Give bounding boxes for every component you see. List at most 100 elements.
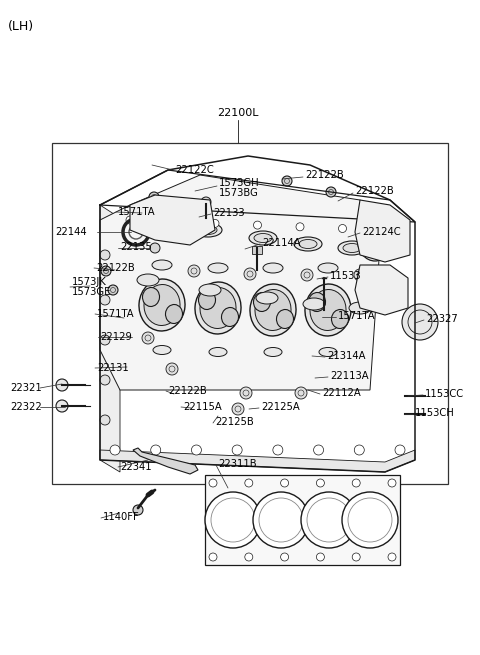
Bar [205, 475, 400, 565]
Text: 22133: 22133 [213, 208, 245, 218]
Ellipse shape [338, 241, 366, 255]
Ellipse shape [343, 244, 361, 252]
Text: 22100L: 22100L [217, 108, 259, 118]
Ellipse shape [199, 225, 217, 234]
Text: 22122B: 22122B [168, 386, 207, 396]
Ellipse shape [255, 290, 291, 331]
Circle shape [381, 226, 389, 234]
Circle shape [316, 479, 324, 487]
Ellipse shape [254, 233, 272, 242]
Text: 22115A: 22115A [183, 402, 222, 412]
Circle shape [110, 445, 120, 455]
Circle shape [151, 445, 161, 455]
Circle shape [402, 304, 438, 340]
Ellipse shape [264, 348, 282, 356]
Text: 1573BG: 1573BG [219, 188, 259, 198]
Ellipse shape [276, 310, 293, 329]
Text: 1573JK: 1573JK [72, 277, 107, 287]
Circle shape [168, 217, 177, 226]
Circle shape [295, 387, 307, 399]
Ellipse shape [318, 263, 338, 273]
Ellipse shape [309, 293, 325, 312]
Ellipse shape [152, 260, 172, 270]
Circle shape [192, 445, 202, 455]
Circle shape [240, 387, 252, 399]
Circle shape [313, 445, 324, 455]
Circle shape [101, 266, 111, 276]
Ellipse shape [263, 263, 283, 273]
Circle shape [56, 400, 68, 412]
Text: 1571TA: 1571TA [97, 309, 134, 319]
Circle shape [244, 268, 256, 280]
Text: 22135: 22135 [120, 242, 152, 252]
Ellipse shape [303, 298, 325, 310]
Ellipse shape [143, 288, 159, 307]
Circle shape [273, 445, 283, 455]
Text: 22322: 22322 [10, 402, 42, 412]
Circle shape [316, 553, 324, 561]
Circle shape [100, 375, 110, 385]
Text: 22327: 22327 [426, 314, 458, 324]
Text: 22144: 22144 [55, 227, 86, 237]
Bar [52, 143, 448, 484]
Circle shape [100, 415, 110, 425]
Polygon shape [355, 200, 410, 262]
Text: 1573GH: 1573GH [219, 178, 260, 188]
Circle shape [232, 445, 242, 455]
Circle shape [166, 363, 178, 375]
Ellipse shape [199, 284, 221, 296]
Circle shape [388, 479, 396, 487]
Ellipse shape [253, 293, 271, 312]
Text: 22341: 22341 [120, 462, 152, 472]
Circle shape [301, 492, 357, 548]
Circle shape [301, 269, 313, 281]
Ellipse shape [319, 348, 337, 356]
Circle shape [281, 553, 288, 561]
Circle shape [150, 243, 160, 253]
Polygon shape [100, 205, 120, 472]
Circle shape [100, 335, 110, 345]
Circle shape [100, 295, 110, 305]
Circle shape [187, 199, 197, 209]
Text: 22113A: 22113A [330, 371, 369, 381]
Text: 1153CC: 1153CC [425, 389, 464, 399]
Circle shape [126, 216, 134, 224]
Ellipse shape [166, 305, 182, 324]
Text: 22131: 22131 [97, 363, 129, 373]
Circle shape [56, 379, 68, 391]
Text: (LH): (LH) [8, 20, 34, 33]
Text: 1571TA: 1571TA [338, 311, 376, 321]
Ellipse shape [199, 291, 216, 310]
Circle shape [253, 492, 309, 548]
Polygon shape [100, 175, 380, 390]
Ellipse shape [349, 302, 371, 314]
Bar [252, 246, 262, 254]
Ellipse shape [221, 307, 239, 326]
Circle shape [245, 553, 253, 561]
Circle shape [201, 197, 211, 207]
Ellipse shape [194, 223, 222, 237]
Circle shape [253, 221, 262, 229]
Text: 1140FF: 1140FF [103, 512, 140, 522]
Polygon shape [133, 448, 198, 474]
Circle shape [352, 553, 360, 561]
Ellipse shape [153, 345, 171, 354]
Ellipse shape [358, 219, 393, 261]
Circle shape [245, 479, 253, 487]
Ellipse shape [305, 284, 351, 336]
Polygon shape [100, 450, 415, 472]
Ellipse shape [294, 237, 322, 251]
Circle shape [354, 269, 366, 281]
Circle shape [232, 403, 244, 415]
Text: 22112A: 22112A [322, 388, 361, 398]
Text: 22125A: 22125A [261, 402, 300, 412]
Ellipse shape [139, 215, 157, 225]
Circle shape [149, 192, 159, 202]
Circle shape [395, 445, 405, 455]
Circle shape [133, 505, 143, 515]
Ellipse shape [249, 231, 277, 245]
Ellipse shape [208, 263, 228, 273]
Ellipse shape [137, 274, 159, 286]
Circle shape [388, 553, 396, 561]
Text: 1573GE: 1573GE [72, 287, 111, 297]
